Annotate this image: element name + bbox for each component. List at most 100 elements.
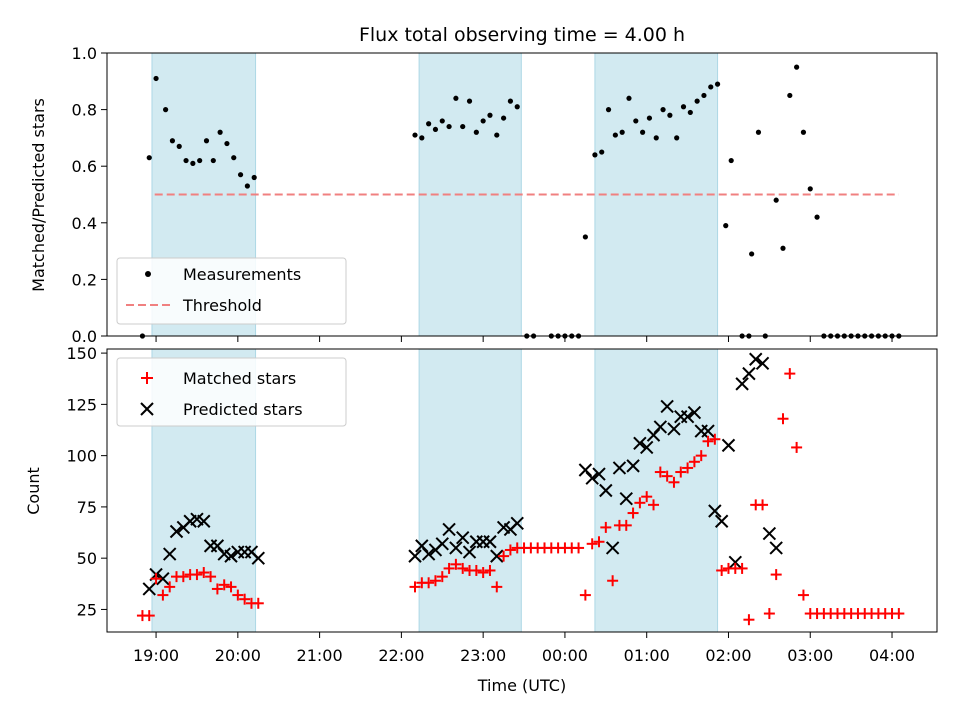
measurement-point <box>224 140 230 147</box>
predicted-point <box>749 352 763 366</box>
matched-point <box>682 462 694 474</box>
matched-point <box>218 579 230 591</box>
measurement-point <box>507 98 514 104</box>
predicted-point <box>619 491 633 506</box>
matched-point <box>702 435 714 447</box>
matched-point <box>143 610 155 622</box>
predicted-point <box>755 356 770 371</box>
measurement-point <box>210 157 216 164</box>
matched-point <box>225 581 237 593</box>
top-y-axis-label: Matched/Predicted stars <box>29 98 48 292</box>
top-legend-box <box>116 257 347 325</box>
measurement-point <box>169 138 176 144</box>
matched-point <box>797 589 809 601</box>
predicted-point <box>162 547 177 561</box>
predicted-point <box>599 483 613 498</box>
measurement-point <box>605 107 612 113</box>
top-y-tick-label: 0.8 <box>72 101 97 120</box>
measurement-point <box>439 118 445 124</box>
matched-point <box>409 581 421 593</box>
matched-point <box>586 538 598 550</box>
predicted-point <box>224 549 238 563</box>
measurement-point <box>660 107 666 113</box>
measurement-point <box>749 251 755 257</box>
matched-point <box>573 542 585 554</box>
matched-point <box>648 499 660 511</box>
matched-point <box>763 608 775 620</box>
x-tick-label: 21:00 <box>297 646 343 665</box>
measurement-point <box>473 129 479 135</box>
bottom-panel: 25 50 75 100 125 150 19:00 20:00 21:00 22:00 23:0… <box>24 344 938 695</box>
predicted-point <box>483 535 497 549</box>
measurement-point <box>728 157 734 164</box>
bottom-y-tick-label: 100 <box>66 447 97 466</box>
matched-point <box>205 571 217 583</box>
predicted-point <box>742 366 756 381</box>
matched-point <box>198 567 210 579</box>
predicted-point <box>769 541 783 555</box>
legend-marker-predicted <box>140 402 154 416</box>
x-tick-label: 04:00 <box>869 646 915 665</box>
measurement-point <box>176 143 182 149</box>
measurement-point <box>708 84 714 90</box>
matched-point <box>252 597 264 609</box>
x-tick-label: 00:00 <box>542 646 588 665</box>
matched-point <box>695 450 707 462</box>
top-plot-frame <box>106 52 938 337</box>
measurement-point <box>814 214 820 220</box>
matched-point <box>661 470 673 482</box>
x-tick-label: 22:00 <box>378 646 424 665</box>
measurement-point <box>197 157 203 164</box>
measurement-point <box>582 234 588 240</box>
measurement-point <box>619 129 625 135</box>
matched-point <box>443 562 455 574</box>
x-tick-label: 03:00 <box>787 646 833 665</box>
bottom-legend: Matched stars Predicted stars <box>116 357 347 427</box>
bottom-legend-box <box>116 357 347 427</box>
measurement-point <box>612 132 618 138</box>
legend-label-threshold: Threshold <box>182 296 262 315</box>
measurement-point <box>787 92 793 99</box>
matched-point <box>654 466 666 478</box>
measurement-point <box>626 95 632 101</box>
measurement-point <box>501 115 507 121</box>
predicted-point <box>653 420 668 434</box>
measurement-point <box>153 75 159 82</box>
matched-point <box>770 569 782 581</box>
top-legend: Measurements Threshold <box>116 257 347 325</box>
predicted-point <box>612 461 627 475</box>
predicted-point <box>639 440 654 455</box>
predicted-point <box>442 522 456 537</box>
matched-point <box>491 581 503 593</box>
matched-point <box>777 413 789 425</box>
predicted-point <box>585 471 599 485</box>
measurement-point <box>653 135 659 141</box>
measurement-point <box>432 126 439 133</box>
measurement-point <box>244 183 250 189</box>
x-tick-label: 19:00 <box>133 646 179 665</box>
measurement-point <box>146 155 152 161</box>
legend-marker-measurements <box>145 271 151 277</box>
measurement-point <box>773 197 779 203</box>
matched-point <box>423 577 435 589</box>
matched-point <box>457 562 469 574</box>
predicted-point <box>721 438 736 453</box>
measurement-point <box>494 132 500 138</box>
measurement-point <box>680 104 687 110</box>
matched-point <box>709 433 721 445</box>
chart-title: Flux total observing time = 4.00 h <box>359 24 685 46</box>
top-y-tick-label: 0.2 <box>72 270 97 289</box>
matched-point <box>620 519 632 531</box>
measurement-point <box>446 123 452 130</box>
measurement-point <box>217 129 223 135</box>
x-tick-label: 02:00 <box>705 646 751 665</box>
bottom-y-axis-label: Count <box>24 467 43 515</box>
predicted-point <box>708 504 722 518</box>
predicted-point <box>605 541 620 555</box>
predicted-point <box>421 547 436 561</box>
measurement-point <box>251 174 257 181</box>
matched-point <box>668 476 680 488</box>
measurement-point <box>237 172 244 178</box>
bottom-y-tick-label: 50 <box>77 549 97 568</box>
